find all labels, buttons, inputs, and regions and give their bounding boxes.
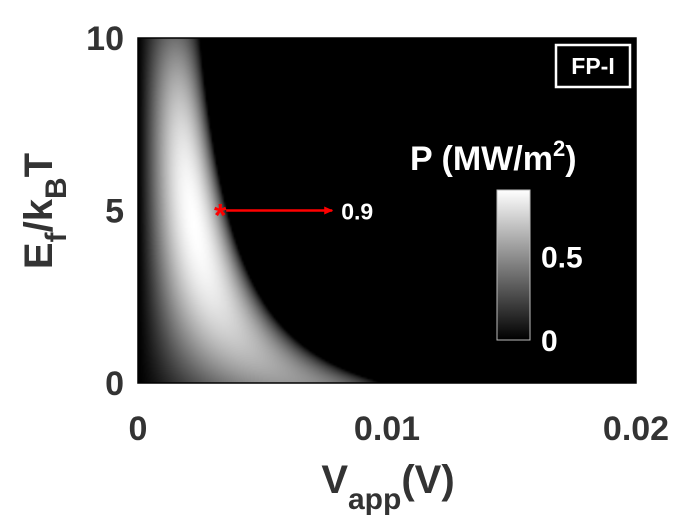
marker-star: *	[214, 198, 227, 234]
y-tick-label: 5	[105, 193, 124, 231]
colorbar	[496, 189, 531, 341]
y-tick-label: 10	[86, 20, 124, 58]
y-axis-label-sub2: B	[40, 177, 73, 199]
x-tick-label: 0	[129, 410, 148, 448]
x-tick-label: 0.01	[354, 410, 420, 448]
x-axis-label: Vapp(V)	[321, 458, 454, 516]
colorbar-tick-label: 0	[541, 325, 558, 358]
x-tick-label: 0.02	[603, 410, 669, 448]
colorbar-title: P (MW/m2)	[410, 136, 577, 178]
colorbar-title-close: )	[565, 140, 576, 178]
y-tick-label: 0	[105, 365, 124, 403]
plot-frame	[137, 37, 637, 384]
x-axis-ticks: 0 0.01 0.02	[129, 410, 670, 448]
y-axis-label-mid: /k	[17, 198, 61, 232]
y-axis-ticks: 0 5 10	[86, 20, 124, 403]
heatmap-image	[138, 38, 636, 383]
annotation-text: FP-I	[571, 53, 614, 79]
colorbar-ticks: 00.5	[541, 242, 583, 358]
marker-value-label: 0.9	[341, 199, 373, 225]
colorbar-tick-label: 0.5	[541, 242, 583, 275]
x-axis-label-sub: app	[348, 483, 401, 516]
y-axis-label: Ef/kBT	[17, 153, 73, 269]
colorbar-title-sup: 2	[553, 136, 565, 161]
x-axis-label-suffix: (V)	[401, 458, 454, 502]
annotation-box	[554, 43, 632, 89]
y-axis-label-suffix: T	[17, 153, 61, 177]
y-axis-label-sub1: f	[40, 231, 73, 242]
